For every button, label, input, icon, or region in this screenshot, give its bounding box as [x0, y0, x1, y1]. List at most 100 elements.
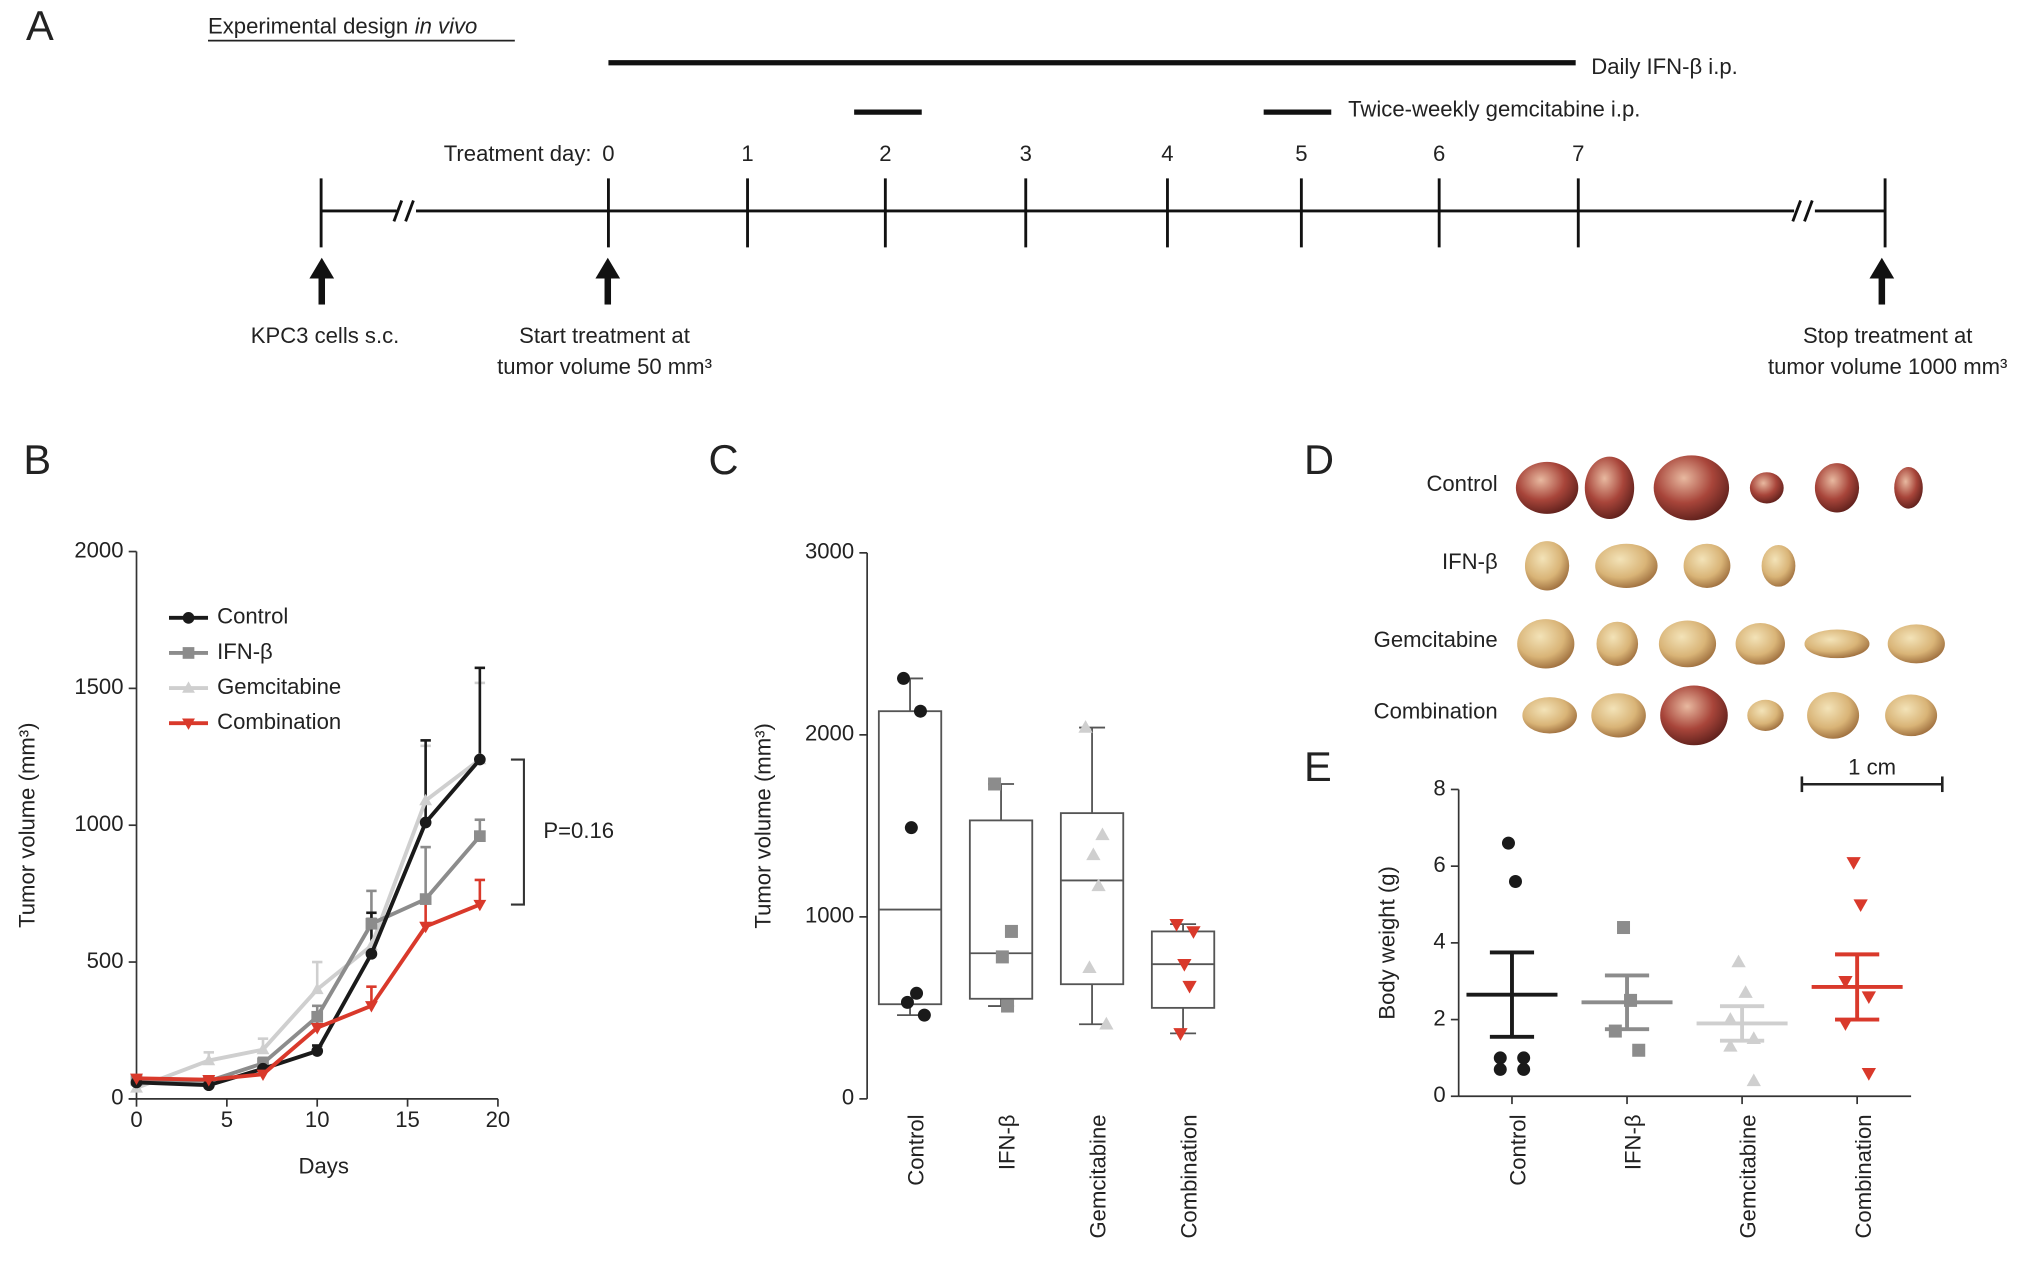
tumor-photo — [1524, 541, 1570, 591]
x-tick-label: Gemcitabine — [1736, 1114, 1761, 1238]
marker — [1186, 926, 1201, 939]
x-tick-label: Gemcitabine — [1086, 1114, 1111, 1238]
marker — [1086, 847, 1101, 861]
gem-label: Twice-weekly gemcitabine i.p. — [1348, 97, 1640, 122]
y-tick-label: 2000 — [74, 537, 123, 562]
tumor-photo — [1591, 693, 1646, 738]
x-tick-label: 0 — [130, 1107, 142, 1132]
legend-label: IFN-β — [217, 639, 273, 664]
y-tick-label: 6 — [1433, 852, 1445, 877]
marker — [1723, 1038, 1738, 1052]
marker — [904, 821, 918, 835]
marker — [910, 986, 924, 1000]
marker — [1493, 1051, 1507, 1065]
design-title: Experimental design in vivo — [208, 13, 477, 38]
event-label: tumor volume 50 mm³ — [497, 354, 712, 379]
marker — [1082, 960, 1097, 974]
marker — [1517, 1051, 1531, 1065]
day-number: 0 — [602, 141, 614, 166]
marker — [311, 1045, 324, 1057]
y-axis-label: Tumor volume (mm³) — [750, 723, 775, 928]
x-tick-label: 5 — [221, 1107, 233, 1132]
marker — [1001, 999, 1015, 1013]
day-number: 3 — [1020, 141, 1032, 166]
marker — [202, 1075, 216, 1087]
day-number: 2 — [879, 141, 891, 166]
y-tick-label: 8 — [1433, 775, 1445, 800]
photo-row-label: Control — [1426, 471, 1497, 496]
panel-label: C — [709, 436, 739, 483]
marker — [1838, 976, 1853, 989]
marker — [1004, 924, 1018, 938]
annotation: P=0.16 — [543, 818, 614, 843]
y-tick-label: 0 — [842, 1085, 854, 1110]
tumor-photo — [1515, 461, 1579, 514]
x-tick-label: Control — [904, 1114, 929, 1185]
event-label: KPC3 cells s.c. — [251, 323, 400, 348]
tumor-photo — [1807, 691, 1860, 739]
legend-label: Gemcitabine — [217, 674, 341, 699]
box — [1150, 930, 1216, 1009]
tumor-photo — [1653, 455, 1730, 521]
y-axis-label: Body weight (g) — [1374, 866, 1399, 1020]
y-tick-label: 1000 — [74, 811, 123, 836]
title-text: Experimental design — [208, 13, 408, 38]
scale-bar-label: 1 cm — [1848, 755, 1896, 780]
marker — [1861, 1068, 1876, 1081]
marker — [419, 893, 432, 905]
photo-row-label: Gemcitabine — [1374, 627, 1498, 652]
legend-marker — [182, 611, 195, 624]
marker — [365, 947, 378, 960]
marker — [474, 830, 486, 843]
tumor-photo — [1596, 621, 1639, 666]
marker — [311, 1010, 324, 1023]
marker — [1617, 921, 1631, 935]
scale-bar — [1800, 776, 1944, 793]
legend-marker — [182, 718, 195, 730]
marker — [1508, 875, 1522, 889]
x-tick-label: IFN-β — [995, 1114, 1020, 1170]
tumor-photo — [1747, 699, 1784, 731]
box — [1059, 812, 1125, 986]
x-tick-label: 20 — [486, 1107, 511, 1132]
x-axis-label: Days — [299, 1154, 349, 1179]
tumor-photo — [1735, 623, 1785, 665]
x-tick-label: Control — [1506, 1114, 1531, 1185]
day-number: 4 — [1161, 141, 1173, 166]
tumor-photo — [1761, 545, 1796, 587]
x-tick-label: Combination — [1851, 1114, 1876, 1238]
panel-label: A — [26, 2, 54, 49]
day-label: Treatment day: — [444, 141, 592, 166]
day-number: 5 — [1295, 141, 1307, 166]
marker — [1091, 878, 1106, 892]
marker — [310, 982, 324, 995]
y-tick-label: 4 — [1433, 929, 1445, 954]
arrows — [309, 257, 1895, 305]
tumor-photo — [1814, 463, 1860, 513]
marker — [900, 995, 914, 1009]
y-tick-label: 2000 — [805, 721, 854, 746]
tumor-photo — [1885, 694, 1938, 737]
title-italic: in vivo — [415, 13, 478, 38]
tumor-photo — [1683, 543, 1731, 588]
marker — [1738, 985, 1753, 998]
marker — [202, 1053, 216, 1066]
panel-label: B — [23, 436, 51, 483]
marker — [1182, 980, 1197, 994]
marker — [913, 704, 927, 718]
marker — [1177, 958, 1192, 972]
marker — [1169, 918, 1184, 932]
marker — [1846, 857, 1861, 870]
x-tick-label: 10 — [305, 1107, 330, 1132]
marker — [1731, 954, 1746, 968]
marker — [364, 1001, 378, 1013]
panel-label: E — [1304, 743, 1332, 790]
box — [968, 819, 1034, 1000]
marker — [419, 793, 433, 806]
event-label: tumor volume 1000 mm³ — [1768, 354, 2007, 379]
timeline — [319, 178, 1887, 248]
marker — [419, 921, 433, 934]
ifn-label: Daily IFN-β i.p. — [1591, 54, 1738, 79]
marker — [1078, 720, 1093, 733]
marker — [310, 1023, 324, 1035]
